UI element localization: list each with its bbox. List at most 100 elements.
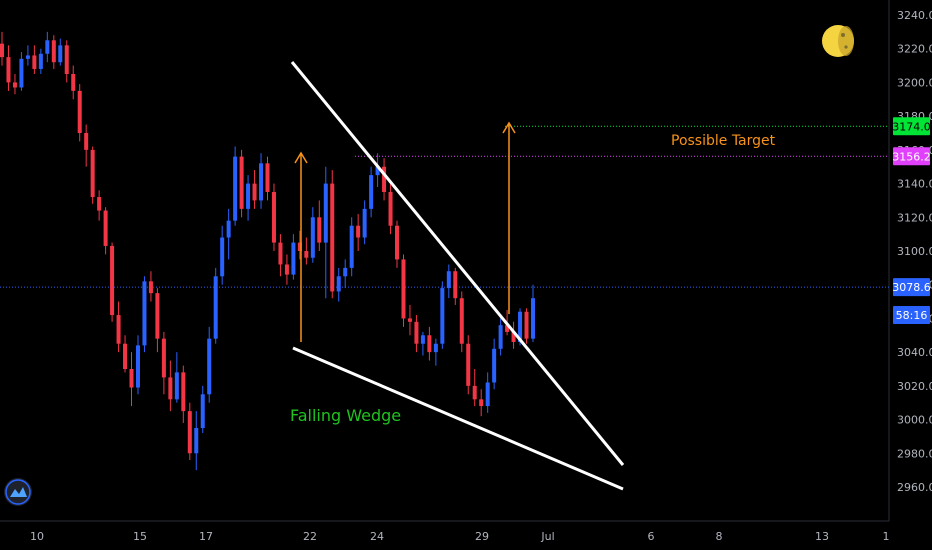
candle-body <box>505 325 510 332</box>
candle-body <box>142 281 147 346</box>
price-label-text: 3156.2 <box>892 150 931 163</box>
x-tick-label: 13 <box>815 530 829 543</box>
candle-body <box>97 197 102 211</box>
candle-body <box>58 45 63 63</box>
candle-body <box>161 338 166 378</box>
candle-body <box>304 251 309 258</box>
y-tick-label: 3120.0 <box>897 211 932 224</box>
candle-body <box>123 343 128 369</box>
candle-body <box>343 267 348 277</box>
candle-body <box>12 82 17 88</box>
candle-body <box>265 163 270 192</box>
candle-body <box>440 288 445 344</box>
candle-body <box>420 335 425 344</box>
possible-target-label: Possible Target <box>671 133 776 149</box>
candle-body <box>194 428 199 454</box>
candle-body <box>291 242 296 275</box>
price-labels: 3174.0 3156.2 3078.6 58:16 <box>892 117 931 325</box>
candle-body <box>310 217 315 258</box>
candle-body <box>349 225 354 268</box>
candle-body <box>0 43 5 58</box>
candle-body <box>485 382 490 407</box>
y-tick-label: 3020.0 <box>897 380 932 393</box>
candle-body <box>336 276 341 292</box>
pattern-drawings <box>290 61 625 491</box>
y-tick-label: 3040.0 <box>897 346 932 359</box>
candle-body <box>90 149 95 198</box>
candle-body <box>135 345 140 388</box>
falling-wedge-label: Falling Wedge <box>290 406 401 425</box>
candle-body <box>64 45 69 74</box>
candle-body <box>174 372 179 400</box>
y-tick-label: 2960.0 <box>897 481 932 494</box>
candle-body <box>25 55 30 59</box>
candle-body <box>446 271 451 289</box>
tradingview-logo-icon[interactable] <box>4 478 32 506</box>
x-tick-label: 29 <box>475 530 489 543</box>
candle-body <box>129 369 134 388</box>
time-axis: 10 15 17 22 24 29 Jul 6 8 13 1 <box>30 530 890 543</box>
candle-body <box>77 90 82 133</box>
candle-body <box>362 208 367 238</box>
y-tick-label: 3220.0 <box>897 43 932 56</box>
x-tick-label: 10 <box>30 530 44 543</box>
candle-body <box>356 225 361 238</box>
x-tick-label: 15 <box>133 530 147 543</box>
candles <box>0 31 536 471</box>
candle-body <box>323 183 328 243</box>
x-tick-label: 8 <box>716 530 723 543</box>
candle-body <box>271 192 276 243</box>
x-tick-label: 6 <box>648 530 655 543</box>
candle-body <box>518 311 523 343</box>
moon-icon <box>822 25 854 57</box>
candle-body <box>252 183 257 201</box>
candle-body <box>466 343 471 386</box>
price-label-box <box>893 278 930 297</box>
candle-body <box>375 166 380 176</box>
candle-body <box>414 321 419 344</box>
y-tick-label: 3000.0 <box>897 414 932 427</box>
candle-body <box>220 237 225 277</box>
y-tick-label: 3100.0 <box>897 245 932 258</box>
candle-body <box>207 338 212 395</box>
wedge-lower-line <box>292 346 624 491</box>
candle-body <box>284 264 289 275</box>
candle-body <box>297 242 302 251</box>
candle-body <box>168 377 173 400</box>
candle-body <box>395 225 400 260</box>
candle-body <box>110 245 115 316</box>
candle-body <box>479 399 484 407</box>
candle-body <box>148 281 153 294</box>
price-label-text: 58:16 <box>896 309 928 322</box>
candle-body <box>530 298 536 339</box>
candle-body <box>51 40 56 63</box>
y-tick-label: 3200.0 <box>897 76 932 89</box>
candle-body <box>181 372 186 412</box>
candle-body <box>233 156 238 221</box>
candle-body <box>200 394 205 428</box>
x-tick-label: Jul <box>540 530 554 543</box>
price-label-box <box>893 117 930 136</box>
x-tick-label: 22 <box>303 530 317 543</box>
height-arrow-head <box>294 151 308 164</box>
candle-body <box>116 315 121 344</box>
candle-body <box>511 331 516 343</box>
x-tick-label: 1 <box>883 530 890 543</box>
candle-body <box>259 163 264 201</box>
candle-body <box>187 411 192 454</box>
y-tick-label: 2980.0 <box>897 447 932 460</box>
candle-body <box>278 242 283 265</box>
x-tick-label: 17 <box>199 530 213 543</box>
candle-body <box>427 335 432 353</box>
target-arrow-head <box>502 121 516 134</box>
candle-body <box>38 53 43 69</box>
price-label-text: 3078.6 <box>892 281 931 294</box>
candle-body <box>453 271 458 299</box>
candle-body <box>226 220 231 238</box>
candle-body <box>155 293 160 339</box>
candle-body <box>239 156 244 209</box>
candle-body <box>388 192 393 226</box>
candle-body <box>382 166 387 192</box>
horizontal-lines <box>0 125 889 288</box>
